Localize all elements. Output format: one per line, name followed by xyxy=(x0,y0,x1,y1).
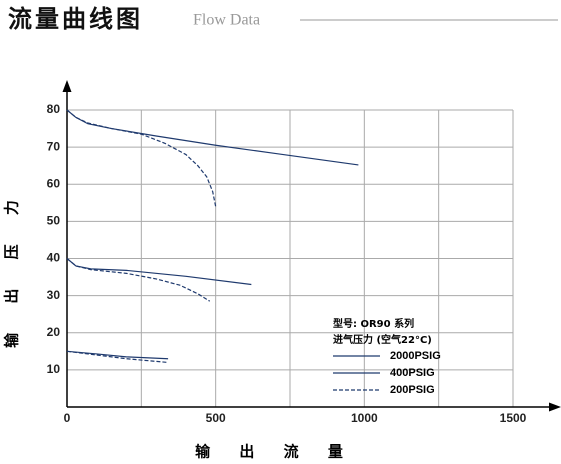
y-tick-label: 60 xyxy=(47,176,61,190)
legend-label: 400PSIG xyxy=(390,367,435,379)
legend-label: 2000PSIG xyxy=(390,350,441,362)
legend-title: 型号: OR90 系列 xyxy=(333,317,414,330)
legend-label: 200PSIG xyxy=(390,384,435,396)
legend-title: 进气压力 (空气22°C) xyxy=(333,333,432,346)
x-tick-label: 0 xyxy=(64,411,71,425)
chart-subtitle: Flow Data xyxy=(193,12,260,29)
data-line xyxy=(66,109,359,166)
data-line xyxy=(66,350,169,364)
x-tick-label: 500 xyxy=(206,411,226,425)
y-tick-label: 20 xyxy=(47,325,61,339)
data-line xyxy=(66,258,252,286)
x-axis-label: 输 出 流 量 xyxy=(195,443,355,461)
data-line xyxy=(66,258,211,302)
data-line xyxy=(66,109,217,207)
y-axis-label: 输 出 压 力 xyxy=(3,188,21,348)
y-tick-label: 10 xyxy=(47,362,61,376)
y-tick-label: 50 xyxy=(47,214,61,228)
x-tick-label: 1000 xyxy=(351,411,378,425)
chart-title: 流量曲线图 xyxy=(8,5,143,33)
y-tick-label: 70 xyxy=(47,139,61,153)
y-tick-label: 40 xyxy=(47,251,61,265)
y-tick-label: 80 xyxy=(47,102,61,116)
y-tick-label: 30 xyxy=(47,288,61,302)
x-tick-label: 1500 xyxy=(500,411,527,425)
